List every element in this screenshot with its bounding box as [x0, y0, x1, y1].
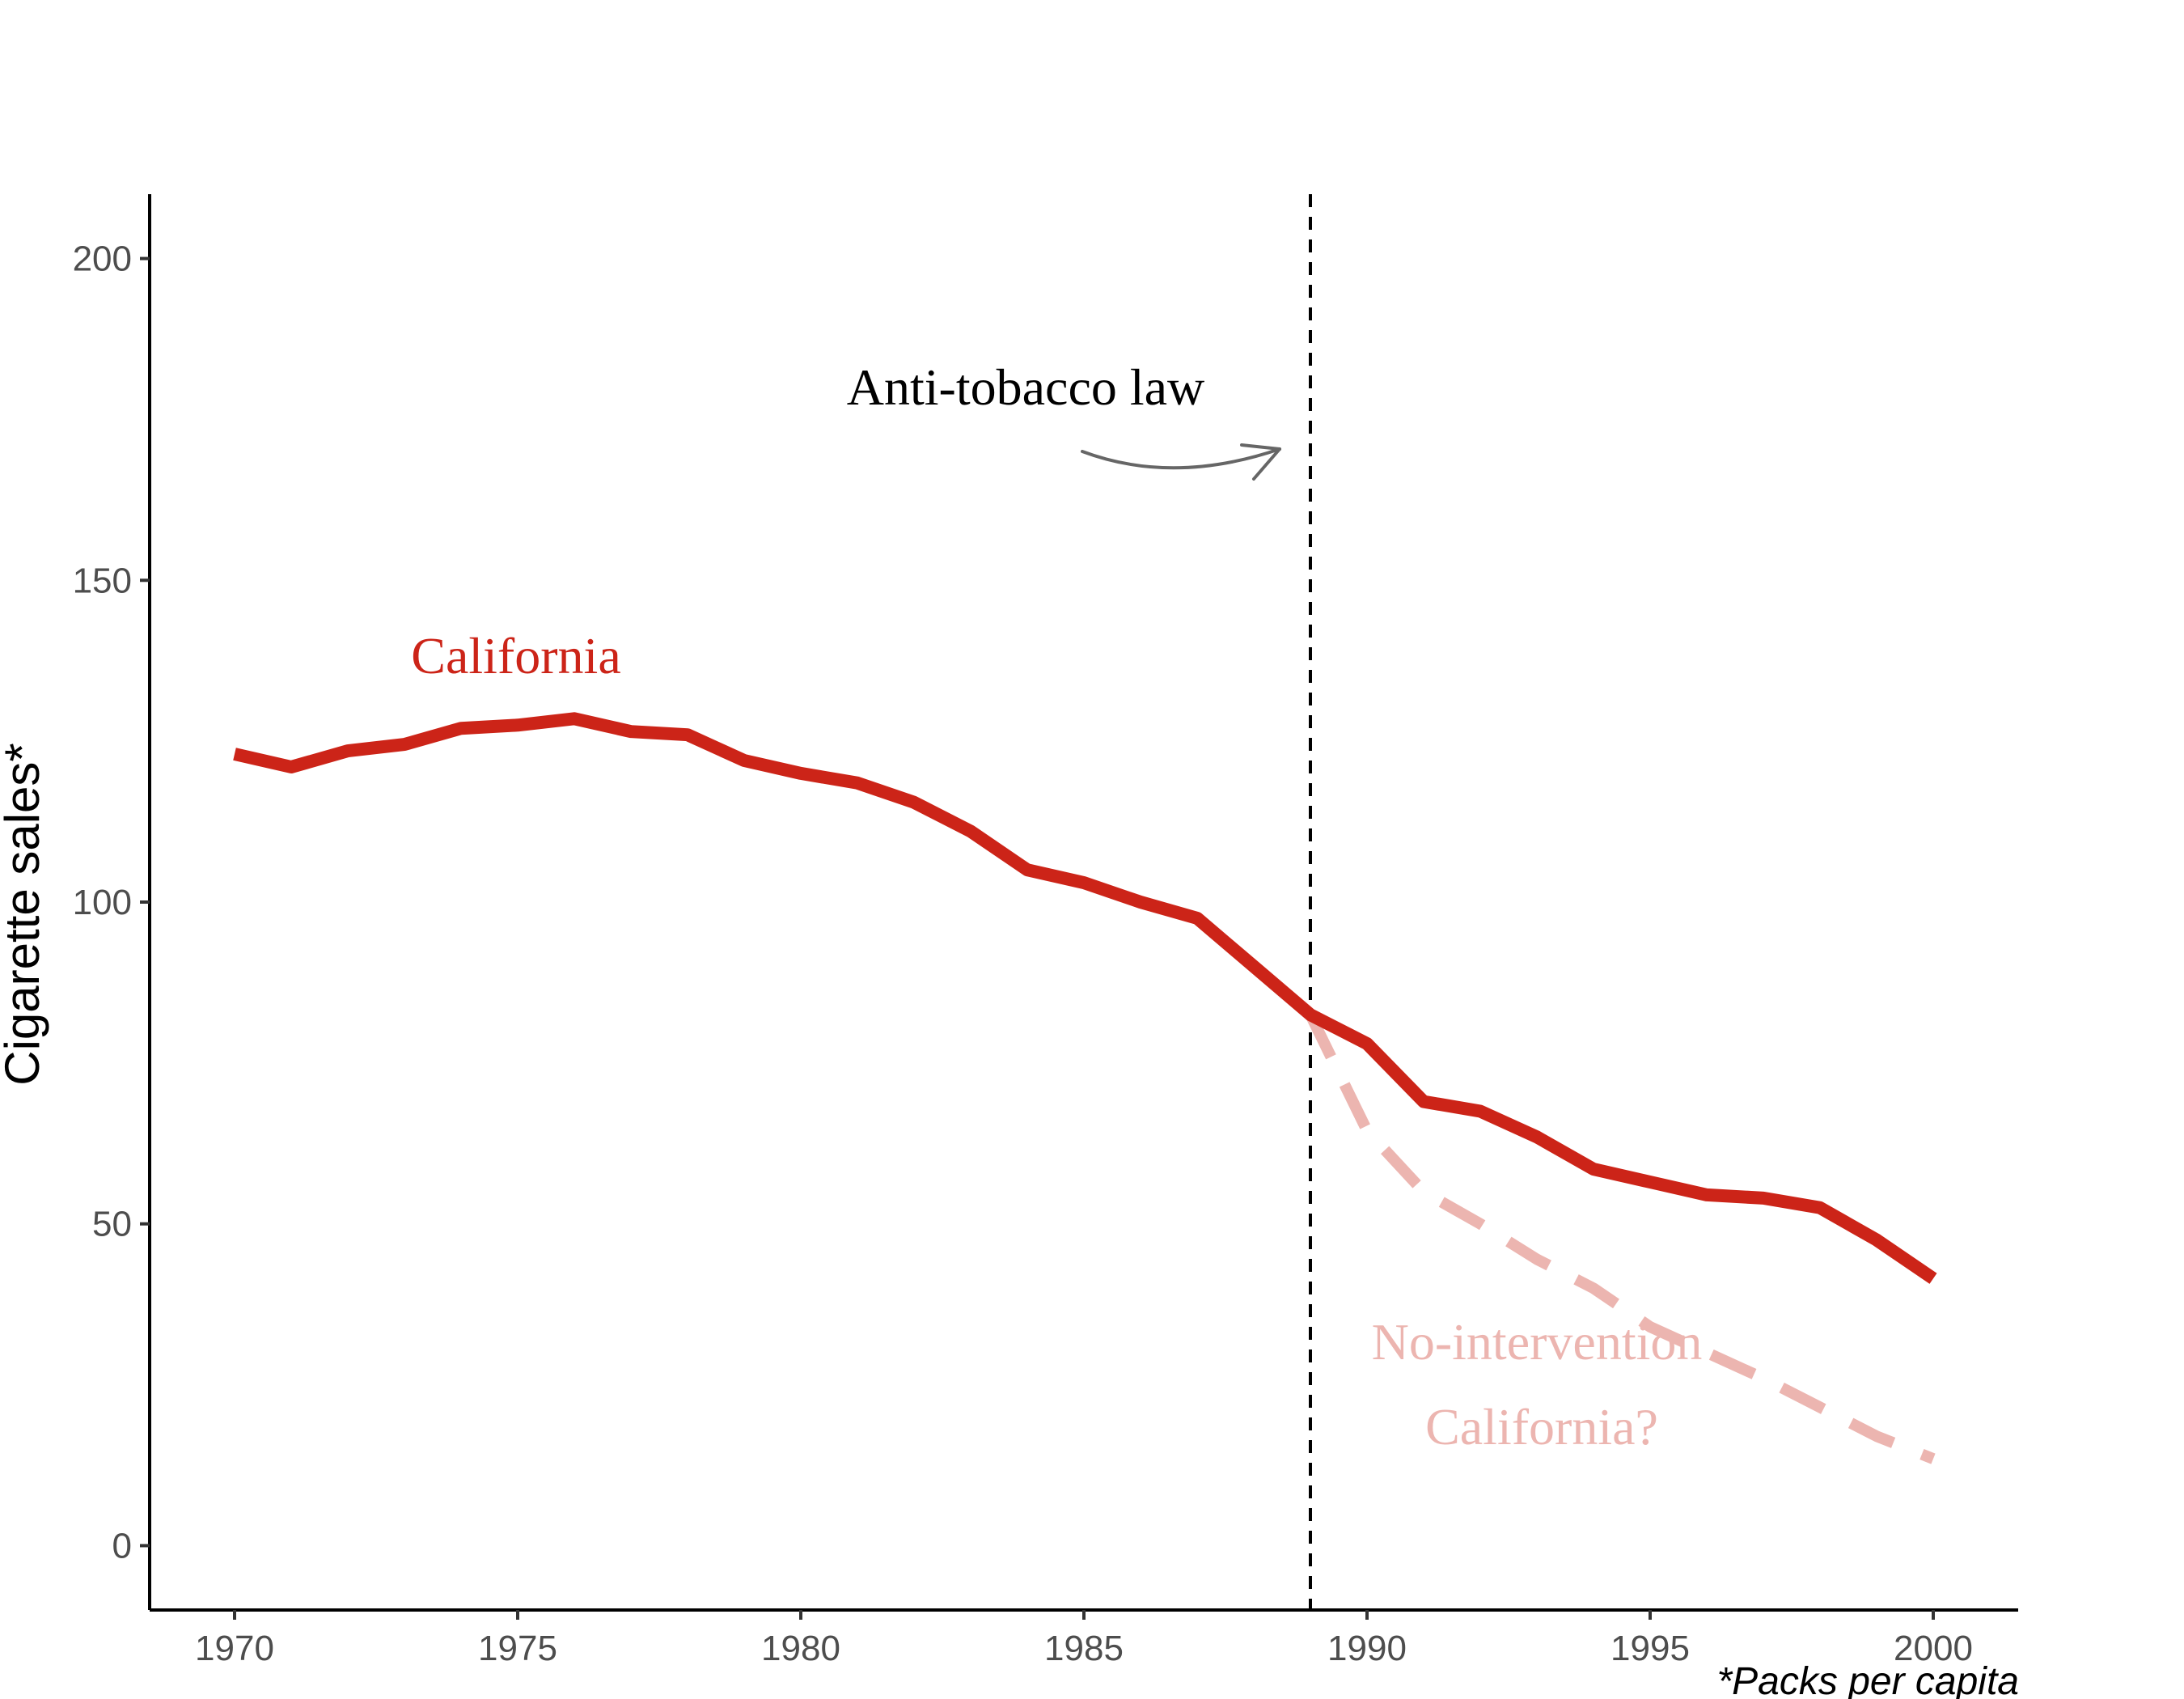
x-tick-label: 2000	[1894, 1629, 1973, 1668]
no-intervention-label-line1: No-intervention	[1372, 1313, 1703, 1371]
caption: *Packs per capita	[1716, 1660, 2019, 1699]
y-tick-label: 50	[92, 1205, 132, 1244]
y-tick-label: 100	[73, 883, 132, 922]
x-tick-label: 1975	[478, 1629, 557, 1668]
series-california	[233, 712, 1937, 1284]
x-tick-label: 1970	[195, 1629, 274, 1668]
y-tick-label: 150	[73, 561, 132, 600]
y-tick-label: 0	[112, 1526, 132, 1566]
x-tick-label: 1985	[1044, 1629, 1124, 1668]
intervention-label: Anti-tobacco law	[847, 358, 1205, 416]
x-tick-label: 1995	[1610, 1629, 1690, 1668]
y-tick-label: 200	[73, 239, 132, 279]
no-intervention-label-line2: California?	[1425, 1398, 1658, 1455]
y-axis-title: Cigarette sales*	[0, 743, 49, 1086]
x-tick-label: 1990	[1327, 1629, 1407, 1668]
y-ticks: 0 50 100 150 200	[73, 239, 150, 1566]
x-ticks: 1970 1975 1980 1985 1990 1995 2000	[195, 1610, 1973, 1668]
arrow-icon	[1081, 443, 1281, 481]
california-series-label: California	[411, 627, 620, 684]
series-no-intervention-california	[1305, 1012, 1936, 1464]
x-tick-label: 1980	[761, 1629, 840, 1668]
